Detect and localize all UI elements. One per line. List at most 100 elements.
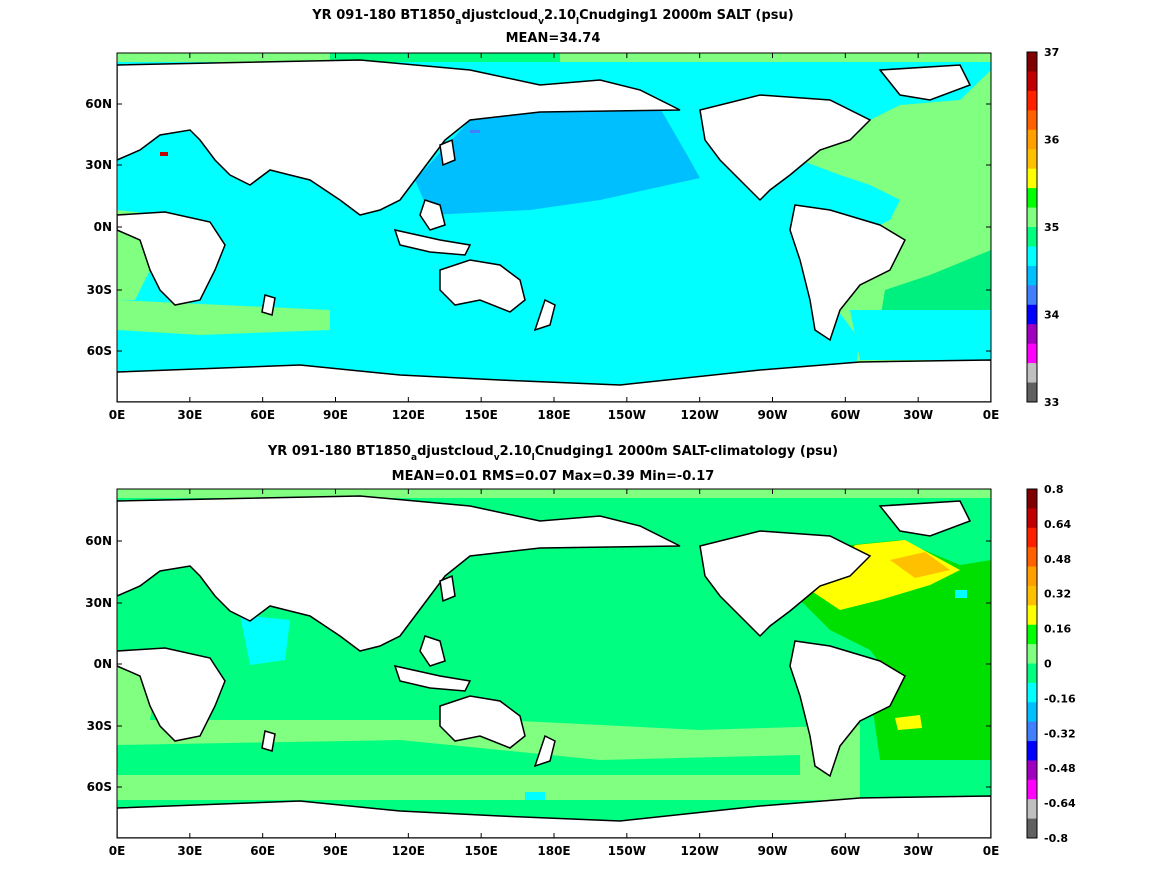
x-tick-label: 0E [109, 408, 126, 422]
x-tick-label: 120E [392, 844, 425, 858]
colorbar-label: -0.64 [1044, 797, 1076, 810]
labrador-cyan [955, 590, 967, 598]
north-pacific-region [415, 105, 700, 215]
colorbar-label: 0.64 [1044, 518, 1071, 531]
y-tick-label: 60N [85, 534, 112, 548]
indonesia [393, 664, 472, 692]
colorbar-segment [1027, 188, 1037, 209]
y-tick-label: 30S [87, 283, 112, 297]
y-tick-label: 60N [85, 97, 112, 111]
colorbar-segment [1027, 818, 1037, 839]
y-tick-label: 30N [85, 158, 112, 172]
y-tick-label: 0N [94, 220, 112, 234]
colorbar-segment [1027, 644, 1037, 664]
australia [439, 695, 526, 749]
south-atlantic-yellow [895, 715, 922, 730]
map-bottom: YR 091-180 BT1850adjustcloudv2.10lCnudgi… [116, 444, 992, 839]
colorbar-label: 0 [1044, 658, 1052, 671]
north-atlantic-orange [890, 552, 950, 578]
arabian-sea-cyan [240, 615, 290, 665]
y-tick-label: 60S [87, 780, 112, 794]
x-tick-label: 30W [903, 844, 933, 858]
colorbar-segment [1027, 566, 1037, 587]
colorbar-segment [1027, 799, 1037, 820]
land-masses [117, 59, 991, 402]
x-tick-label: 60E [250, 408, 275, 422]
colorbar-segment [1027, 508, 1037, 529]
x-tick-label: 60E [250, 844, 275, 858]
colorbar-segment [1027, 227, 1037, 247]
japan [439, 138, 456, 167]
x-tick-label: 0E [109, 844, 126, 858]
map-top-title: YR 091-180 BT1850adjustcloudv2.10lCnudgi… [311, 8, 794, 27]
atlantic-core [880, 250, 991, 320]
y-tick-label: 30S [87, 719, 112, 733]
eurasia [117, 59, 681, 216]
colorbar-segment [1027, 382, 1037, 403]
japan [439, 574, 456, 603]
x-tick-label: 90W [758, 408, 788, 422]
colorbar-segment [1027, 547, 1037, 568]
mediterranean-high-salt [160, 152, 168, 156]
colorbar-segment [1027, 90, 1037, 111]
map-bottom-stats: MEAN=0.01 RMS=0.07 Max=0.39 Min=-0.17 [392, 469, 715, 484]
x-tick-label: 30E [177, 844, 202, 858]
y-tick-label: 60S [87, 344, 112, 358]
colorbar-segment [1027, 624, 1037, 645]
map-bottom-title: YR 091-180 BT1850adjustcloudv2.10lCnudgi… [267, 444, 838, 463]
colorbar-label: 34 [1044, 309, 1060, 322]
x-tick-label: 90W [758, 844, 788, 858]
map-bottom-axes: 0E 30E 60E 90E 120E 150E 180E 150W 120W 90W 60W 30W… [85, 489, 999, 858]
x-tick-label: 90E [323, 408, 348, 422]
colorbar-segment [1027, 779, 1037, 800]
map-top-stats: MEAN=34.74 [506, 31, 601, 46]
x-tick-label: 120W [681, 408, 719, 422]
africa [117, 647, 226, 742]
southern-band [117, 300, 330, 335]
philippines [419, 635, 446, 667]
sea-of-japan-patch [470, 130, 480, 133]
philippines [419, 199, 446, 231]
colorbar-label: -0.32 [1044, 727, 1076, 740]
colorbar-segment [1027, 721, 1037, 742]
x-tick-label: 30W [903, 408, 933, 422]
land-masses [117, 495, 991, 838]
x-tick-label: 180E [537, 844, 570, 858]
eurasia [117, 495, 681, 652]
north-america [699, 94, 872, 202]
x-tick-label: 120E [392, 408, 425, 422]
x-tick-label: 60W [830, 408, 860, 422]
colorbar-label: 33 [1044, 396, 1059, 409]
colorbar-segment [1027, 585, 1037, 606]
greenland [878, 500, 972, 537]
colorbar-segment [1027, 343, 1037, 364]
colorbar-label: -0.16 [1044, 692, 1076, 705]
map-top-axes: 0E 30E 60E 90E 120E 150E 180E 150W 120W 90W 60W 30W… [85, 53, 999, 422]
colorbar-segment [1027, 760, 1037, 781]
colorbar-label: -0.8 [1044, 832, 1068, 845]
south-atlantic-green [870, 670, 991, 760]
ross-sea-cyan [525, 792, 545, 800]
colorbar-segment [1027, 207, 1037, 228]
y-tick-label: 30N [85, 596, 112, 610]
colorbar-frame [1026, 488, 1038, 839]
colorbar-segment [1027, 129, 1037, 150]
colorbar-segment [1027, 246, 1037, 267]
south-america [789, 640, 906, 778]
x-tick-label: 0E [983, 408, 1000, 422]
colorbar-bottom: 0.8 0.64 0.48 0.32 0.16 0 -0.16 -0.32 -0.48 -0.64… [1026, 483, 1076, 845]
colorbar-segment [1027, 304, 1037, 325]
colorbar-segment [1027, 324, 1037, 345]
x-tick-label: 150W [608, 844, 646, 858]
colorbar-segment [1027, 71, 1037, 92]
colorbar-segment [1027, 52, 1037, 72]
colorbar-label: -0.48 [1044, 762, 1076, 775]
colorbar-segment [1027, 702, 1037, 723]
colorbar-top: 37 36 35 34 33 [1026, 46, 1060, 409]
colorbar-segment [1027, 110, 1037, 131]
colorbar-label: 0.16 [1044, 623, 1071, 636]
colorbar-segment [1027, 168, 1037, 189]
africa [117, 211, 226, 306]
map-top: YR 091-180 BT1850adjustcloudv2.10lCnudgi… [116, 8, 992, 403]
colorbar-segment [1027, 285, 1037, 306]
